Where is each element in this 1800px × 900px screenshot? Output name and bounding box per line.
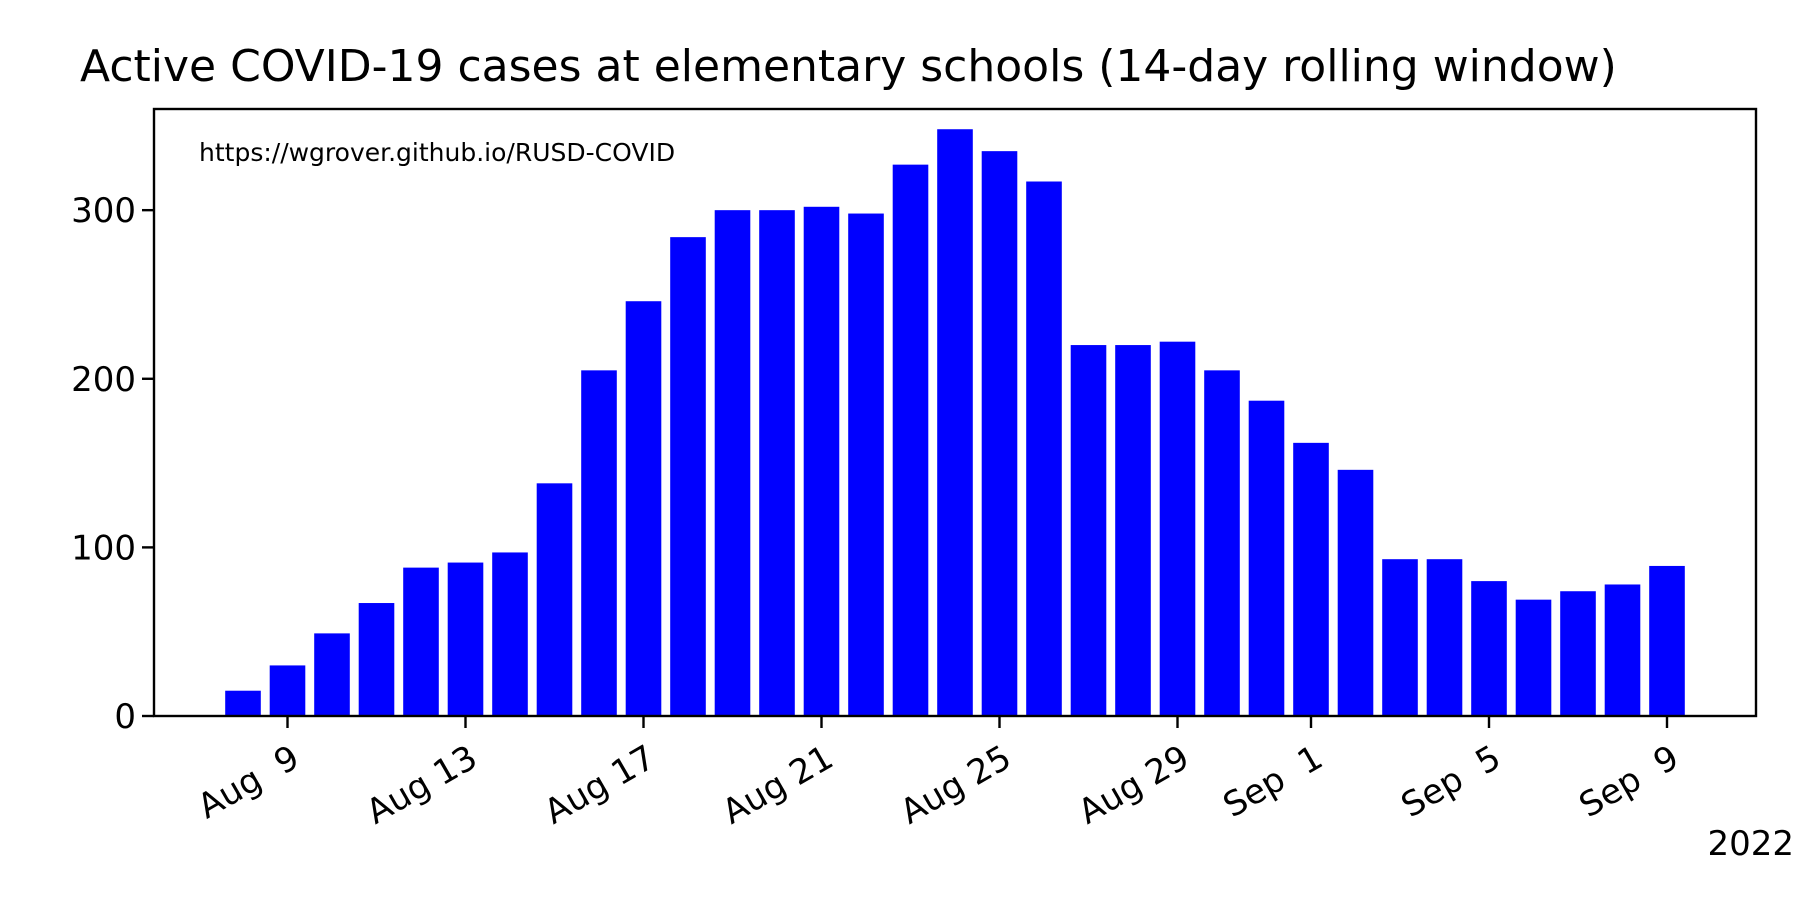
bar <box>848 213 884 717</box>
bar <box>981 151 1018 716</box>
bar <box>581 370 617 716</box>
bar <box>1070 345 1107 716</box>
bar <box>1560 591 1596 716</box>
x-tick-label: Aug 29 <box>1072 738 1196 833</box>
y-tick-label: 200 <box>71 360 136 400</box>
chart-title: Active COVID-19 cases at elementary scho… <box>80 41 1617 92</box>
bar <box>1604 584 1641 716</box>
y-tick-label: 100 <box>71 528 136 568</box>
y-axis: 0 100 200 300 <box>71 191 154 737</box>
bar <box>1248 400 1285 716</box>
x-tick-label: Sep 9 <box>1573 738 1686 826</box>
bar <box>1293 442 1329 716</box>
bar <box>1471 581 1507 716</box>
bar <box>447 562 484 716</box>
bars-group <box>225 129 1685 717</box>
bar <box>1159 341 1196 716</box>
bar <box>492 552 528 716</box>
x-tick-label: Sep 5 <box>1395 738 1508 826</box>
bar <box>803 206 840 717</box>
x-tick-label: Aug 9 <box>191 738 306 827</box>
x-tick-label: Aug 25 <box>894 738 1018 833</box>
bar <box>1426 559 1463 716</box>
x-tick-label: Aug 13 <box>360 738 484 833</box>
bar <box>759 210 795 717</box>
bar <box>269 665 306 716</box>
source-url-annotation: https://wgrover.github.io/RUSD-COVID <box>199 138 675 167</box>
bar <box>225 690 261 716</box>
bar <box>403 567 439 716</box>
bar <box>714 210 751 717</box>
y-tick-label: 0 <box>114 697 136 737</box>
bar <box>625 301 662 716</box>
bar <box>1382 559 1418 716</box>
bar <box>937 129 973 717</box>
bar <box>892 164 929 716</box>
bar <box>1026 181 1062 716</box>
bar <box>1115 345 1151 716</box>
x-tick-label: Aug 17 <box>538 738 662 833</box>
x-tick-label: Sep 1 <box>1217 738 1330 826</box>
bar <box>536 483 573 716</box>
x-axis: Aug 9 Aug 13 Aug 17 Aug 21 Aug 25 Aug 29 Sep 1… <box>191 716 1686 833</box>
bar <box>314 633 350 716</box>
y-tick-label: 300 <box>71 191 136 231</box>
plot-frame <box>152 107 1758 718</box>
bar <box>1649 565 1685 716</box>
bar <box>1204 370 1240 716</box>
year-label: 2022 <box>1707 824 1794 864</box>
x-tick-label: Aug 21 <box>716 738 840 833</box>
bar <box>670 237 706 716</box>
bar <box>1515 599 1552 716</box>
bar <box>1337 469 1374 716</box>
bar <box>358 603 395 716</box>
